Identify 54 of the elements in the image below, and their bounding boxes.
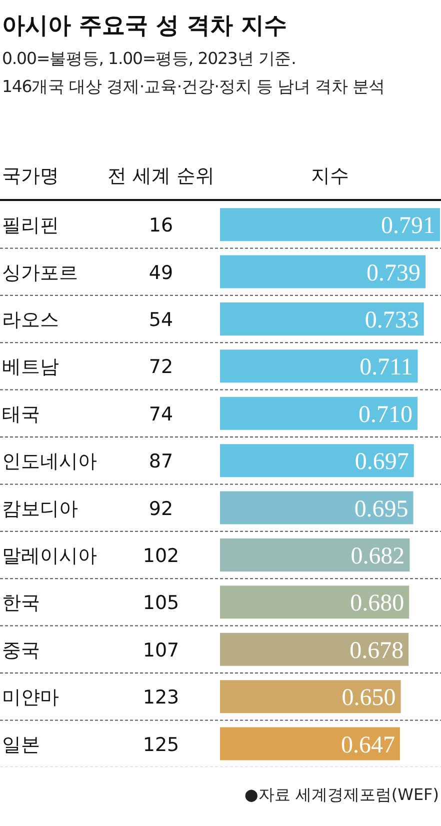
y-tick-label: 일본 xyxy=(2,734,40,756)
data-label: 0.695 xyxy=(354,496,408,522)
bar xyxy=(220,586,410,619)
y-tick-label: 말레이시아 xyxy=(2,544,98,567)
bar xyxy=(220,350,418,383)
y-tick-label: 태국 xyxy=(2,403,40,426)
data-label: 0.710 xyxy=(358,402,412,428)
y-tick-label: 캄보디아 xyxy=(2,498,78,520)
data-label: 0.678 xyxy=(350,638,404,664)
data-label: 0.733 xyxy=(364,308,419,334)
y-tick-label: 인도네시아 xyxy=(2,450,98,473)
text: 16 xyxy=(148,214,174,237)
y-tick-label: 싱가포르 xyxy=(2,262,78,284)
text: 54 xyxy=(148,309,174,331)
chart-subtitle: 0.00=불평등, 1.00=평등, 2023년 기준. 146개국 대상 경제·교육·건강·정치 등 남녀 격차 분석 xyxy=(2,48,386,98)
text: 107 xyxy=(142,639,180,662)
bar xyxy=(220,255,426,288)
data-label: 0.711 xyxy=(360,354,413,381)
text: 92 xyxy=(148,498,174,520)
data-label: 0.647 xyxy=(340,732,395,758)
text: 125 xyxy=(142,734,180,756)
bar xyxy=(220,680,401,714)
data-label: 0.739 xyxy=(366,260,421,286)
chart-title: 아시아 주요국 성 격차 지수 xyxy=(2,12,288,41)
text: 102 xyxy=(142,544,180,567)
text: 전 세계 순위 xyxy=(107,164,215,189)
y-axis-title: 국가명 xyxy=(2,164,59,189)
data-label: 0.791 xyxy=(381,213,435,240)
text: 49 xyxy=(148,262,174,284)
y-tick-label: 필리핀 xyxy=(2,214,60,237)
y-tick-label: 라오스 xyxy=(2,309,60,331)
bar xyxy=(220,208,440,242)
text: 72 xyxy=(148,356,174,378)
x-axis-title: 지수 xyxy=(311,164,349,189)
data-label: 0.682 xyxy=(350,543,405,570)
data-label: 0.697 xyxy=(354,449,409,476)
data-label: 0.650 xyxy=(342,685,396,712)
y-tick-label: 미얀마 xyxy=(2,686,60,709)
bar xyxy=(220,444,414,478)
y-tick-label: 베트남 xyxy=(2,356,60,378)
data-label: 0.680 xyxy=(350,590,404,617)
text: 123 xyxy=(142,686,180,709)
text: 105 xyxy=(142,592,180,614)
bar xyxy=(220,396,418,430)
text: 87 xyxy=(148,450,174,473)
y-tick-label: 한국 xyxy=(2,592,40,614)
text: ●자료 세계경제포럼(WEF) xyxy=(244,785,439,806)
text: 74 xyxy=(148,403,174,426)
bar xyxy=(220,302,424,336)
bar xyxy=(220,632,409,666)
bar xyxy=(220,491,414,524)
bar xyxy=(220,538,410,572)
y-tick-label: 중국 xyxy=(2,639,40,662)
bar xyxy=(220,727,400,760)
